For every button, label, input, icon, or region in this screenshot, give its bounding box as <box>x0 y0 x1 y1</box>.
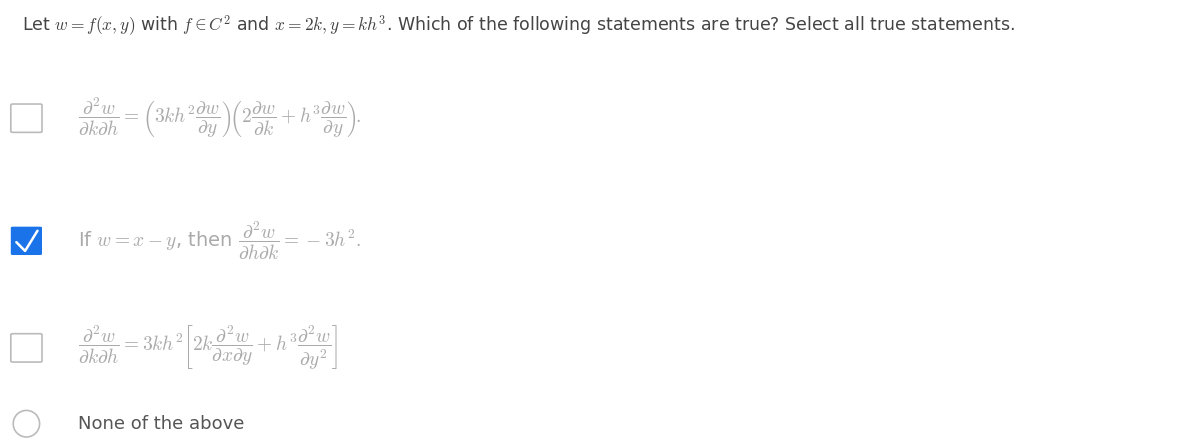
Ellipse shape <box>13 410 40 437</box>
Text: None of the above: None of the above <box>78 415 245 433</box>
Text: If $w = x - y$, then $\dfrac{\partial^2 w}{\partial h\partial k} = -3h^2.$: If $w = x - y$, then $\dfrac{\partial^2 … <box>78 220 361 262</box>
Text: $\dfrac{\partial^2 w}{\partial k\partial h} = 3kh^2\left[2k\dfrac{\partial^2 w}{: $\dfrac{\partial^2 w}{\partial k\partial… <box>78 324 338 372</box>
FancyBboxPatch shape <box>11 334 42 362</box>
Text: Let $w = f(x, y)$ with $f \in C^2$ and $x = 2k, y = kh^3$. Which of the followin: Let $w = f(x, y)$ with $f \in C^2$ and $… <box>22 13 1014 38</box>
FancyBboxPatch shape <box>11 104 42 132</box>
FancyBboxPatch shape <box>11 227 42 255</box>
Text: $\dfrac{\partial^2 w}{\partial k\partial h} = \left(3kh^2\dfrac{\partial w}{\par: $\dfrac{\partial^2 w}{\partial k\partial… <box>78 96 361 140</box>
